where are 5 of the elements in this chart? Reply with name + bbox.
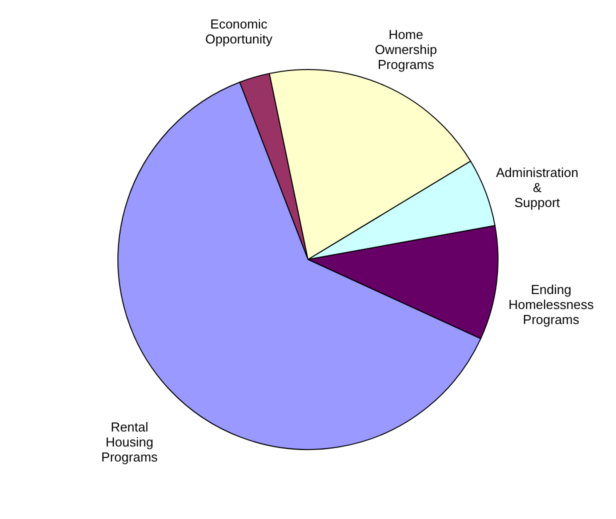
slice-label: Economic Opportunity — [205, 16, 273, 46]
slice-label: Home Ownership Programs — [374, 26, 437, 72]
slice-label: Rental Housing Programs — [101, 419, 158, 464]
slice-label: Administration & Support — [496, 164, 578, 210]
slice-label: Ending Homelessness Programs — [508, 282, 594, 328]
